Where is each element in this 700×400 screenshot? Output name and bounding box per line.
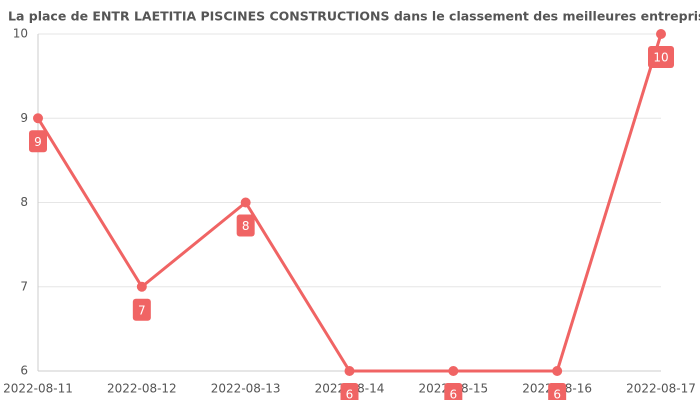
point xyxy=(656,29,666,39)
label-box xyxy=(236,214,255,237)
point xyxy=(136,281,147,292)
label-box xyxy=(648,46,674,68)
data-label: 6 xyxy=(346,388,354,400)
data-label: 8 xyxy=(242,219,250,233)
data-label: 6 xyxy=(553,388,561,400)
point xyxy=(33,113,43,124)
label-box xyxy=(340,383,359,400)
chart-title: La place de ENTR LAETITIA PISCINES CONST… xyxy=(8,9,700,24)
point xyxy=(448,366,459,376)
point xyxy=(344,366,355,376)
point xyxy=(240,197,251,208)
y-tick-label: 9 xyxy=(20,111,28,125)
data-label: 6 xyxy=(450,388,458,400)
data-label: 9 xyxy=(34,135,42,149)
data-label: 10 xyxy=(653,51,668,65)
x-tick-label: 2022-08-13 xyxy=(211,382,281,396)
y-tick-label: 6 xyxy=(20,364,28,378)
y-tick-label: 10 xyxy=(13,27,28,41)
label-box xyxy=(29,130,47,153)
label-box xyxy=(548,383,567,400)
y-tick-label: 7 xyxy=(20,279,28,293)
x-tick-label: 2022-08-17 xyxy=(626,382,696,396)
y-tick-label: 8 xyxy=(20,195,28,209)
data-label: 7 xyxy=(138,303,146,317)
point xyxy=(552,366,563,376)
label-box xyxy=(132,298,151,321)
label-box xyxy=(444,383,463,400)
x-tick-label: 2022-08-12 xyxy=(107,382,177,396)
x-tick-label: 2022-08-11 xyxy=(3,382,73,396)
